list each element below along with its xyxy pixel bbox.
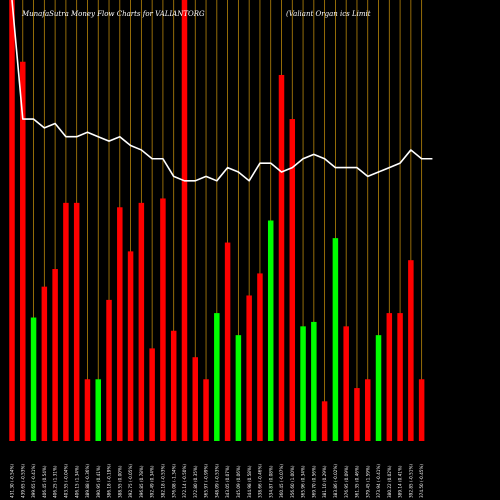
volume-bar xyxy=(117,207,123,441)
volume-bar xyxy=(354,388,360,441)
volume-bar xyxy=(95,379,101,441)
volume-bar xyxy=(127,251,134,441)
price-line xyxy=(11,0,433,182)
volume-bar xyxy=(408,260,414,441)
x-tick-label: 392.85 (-0.51%) xyxy=(408,464,413,498)
x-tick-label: 361.35 (0.46%) xyxy=(355,465,360,498)
volume-bar xyxy=(192,357,199,441)
x-tick-label: 344.98 (0.58%) xyxy=(247,465,252,498)
x-tick-label: 389.14 (0.41%) xyxy=(398,465,403,498)
volume-bar xyxy=(20,61,26,442)
volume-bar xyxy=(41,286,48,441)
volume-bar xyxy=(267,220,274,441)
volume-bar xyxy=(375,335,382,441)
x-tick-label: 392.75 (-0.05%) xyxy=(128,464,133,498)
volume-bar xyxy=(224,242,231,441)
x-tick-label: 374.50 (-0.45%) xyxy=(419,464,424,498)
chart-bars xyxy=(9,0,425,442)
x-tick-label: 431.30 (-0.54%) xyxy=(10,464,15,498)
x-tick-label: 338.66 (-0.46%) xyxy=(258,464,263,498)
x-tick-label: 403.55 (-0.04%) xyxy=(64,464,69,498)
x-tick-label: 345.09 (0.06%) xyxy=(236,465,241,498)
chart-subtitle: (Valiant Organ ics Limit xyxy=(286,10,371,18)
x-tick-label: 382.18 (-0.53%) xyxy=(161,464,166,498)
volume-bar xyxy=(289,119,296,441)
volume-bar xyxy=(332,238,339,441)
x-tick-label: 406.45 (0.54%) xyxy=(42,465,47,498)
volume-bar xyxy=(9,0,15,442)
volume-bar xyxy=(63,202,69,441)
volume-bar xyxy=(235,335,242,441)
volume-bar xyxy=(311,321,317,441)
x-tick-label: 388.55 (0.00%) xyxy=(117,465,122,498)
x-tick-label: 356.60 (1.00%) xyxy=(290,465,295,498)
x-tick-label: 381.10 (0.29%) xyxy=(322,465,327,498)
x-tick-label: 334.87 (0.08%) xyxy=(268,465,273,498)
x-tick-label: 360.45 (-0.07%) xyxy=(279,464,284,498)
x-tick-label: 439.65 (-0.53%) xyxy=(20,464,25,498)
x-tick-label: 380.22 (0.02%) xyxy=(387,465,392,498)
x-tick-label: 406.15 (1.34%) xyxy=(74,465,79,498)
volume-bar xyxy=(138,202,145,441)
x-tick-label: 369.70 (0.56%) xyxy=(311,465,316,498)
volume-bar xyxy=(106,299,112,441)
volume-bar xyxy=(52,269,58,441)
volume-bar xyxy=(203,379,209,441)
volume-bar xyxy=(257,273,263,441)
volume-bar xyxy=(73,202,80,441)
x-tick-label: 399.65 (-0.41%) xyxy=(31,464,36,498)
volume-bar xyxy=(160,198,166,441)
volume-bar xyxy=(30,317,37,441)
volume-bar xyxy=(386,313,393,441)
x-tick-label: 365.96 (0.34%) xyxy=(301,465,306,498)
volume-bar xyxy=(321,401,328,441)
chart-tick-labels: 431.30 (-0.54%) 439.65 (-0.53%) 399.65 (-0… xyxy=(10,464,425,498)
x-tick-label: 406.25 (1.31%) xyxy=(53,465,58,498)
chart-price-line xyxy=(11,0,433,182)
volume-bar xyxy=(343,326,349,441)
x-tick-label: 376.08 (-1.34%) xyxy=(171,464,176,498)
x-tick-label: 390.95 (0.41%) xyxy=(96,465,101,498)
x-tick-label: 396.85 (0.78%) xyxy=(139,465,144,498)
volume-bar xyxy=(246,295,252,441)
x-tick-label: 372.80 (0.35%) xyxy=(193,465,198,498)
volume-bar xyxy=(149,348,155,441)
volume-bar xyxy=(84,379,91,441)
volume-bar xyxy=(418,379,425,441)
x-tick-label: 389.88 (-0.36%) xyxy=(85,464,90,498)
x-tick-label: 343.05 (0.07%) xyxy=(225,465,230,498)
volume-bar xyxy=(181,0,188,441)
x-tick-label: 348.09 (-0.53%) xyxy=(214,464,219,498)
x-tick-label: 376.95 (0.09%) xyxy=(344,465,349,498)
volume-bar xyxy=(278,74,285,441)
x-tick-label: 372.14 (-0.50%) xyxy=(182,464,187,498)
volume-bar xyxy=(397,313,403,441)
volume-bar xyxy=(214,313,220,441)
x-tick-label: 365.97 (-0.99%) xyxy=(204,464,209,498)
volume-bar xyxy=(170,330,177,441)
x-tick-label: 373.94 (-0.41%) xyxy=(376,464,381,498)
x-tick-label: 379.45 (1.59%) xyxy=(365,465,370,498)
volume-bar xyxy=(300,326,306,441)
x-tick-label: 383.86 (-0.02%) xyxy=(333,464,338,498)
x-tick-label: 386.18 (-0.19%) xyxy=(107,464,112,498)
x-tick-label: 392.49 (0.34%) xyxy=(150,465,155,498)
chart-title: MunafaSutra Money Flow Charts for VALIAN… xyxy=(21,10,205,18)
volume-bar xyxy=(364,379,371,441)
